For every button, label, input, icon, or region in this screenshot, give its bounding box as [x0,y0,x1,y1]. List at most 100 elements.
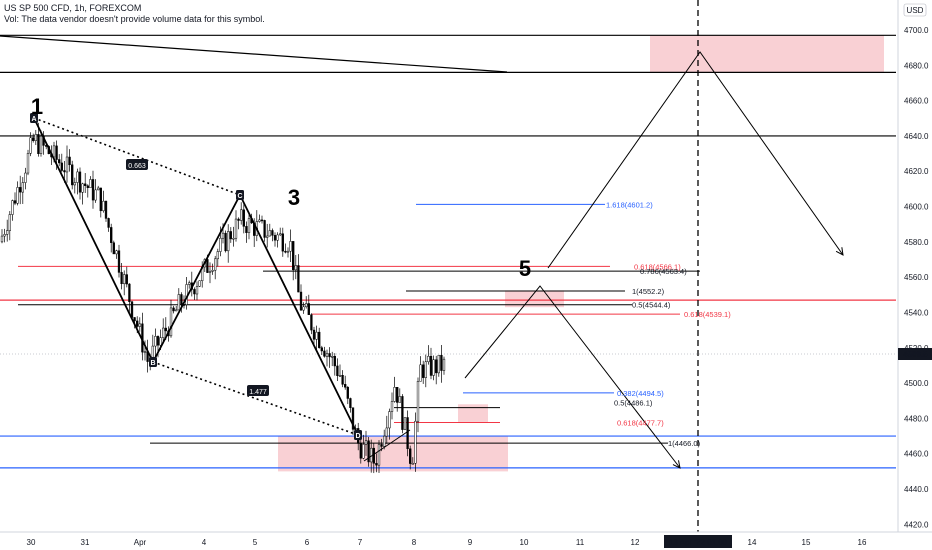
point-marker-C: C [237,193,242,200]
candle-body [289,241,292,252]
candle [21,177,24,204]
candle-body [260,219,264,222]
candle [406,410,409,457]
candle [76,168,79,195]
candle-body [206,259,209,273]
candle [323,346,326,358]
candle-body [91,179,95,201]
candle-body [279,233,282,236]
candle-body [180,294,183,305]
candle-body [13,200,17,204]
candle [154,328,157,357]
candle-body [195,286,199,295]
candle-body [281,233,284,252]
candle [112,240,115,255]
candles-layer [0,122,446,474]
candle-body [266,235,269,238]
candle [299,284,303,311]
candle [294,254,297,280]
projection-up [547,51,844,269]
x-tick-label: 12 [631,538,640,547]
x-tick-label: 5 [253,538,258,547]
candle [383,429,386,450]
candle [398,388,401,403]
x-tick-label: 14 [748,538,757,547]
candle [284,243,287,254]
candle [16,181,19,206]
projection-5 [464,285,681,469]
candle-body [68,156,71,166]
candle [39,130,43,157]
candle-body [97,187,100,191]
ratio-badge-bg [247,385,269,396]
candle [427,345,430,365]
currency-label: USD [907,6,924,15]
candle [115,249,118,259]
point-marker-bg-B [149,357,157,367]
candle-body [362,444,365,459]
candle [208,262,212,284]
candle [172,305,175,314]
candle-body [102,200,105,212]
candle [333,353,336,376]
candle-body [112,242,115,255]
y-tick-label: 4600.0 [904,203,929,212]
candle [110,223,113,253]
candle [364,430,368,456]
candle [419,356,422,382]
candle-body [219,237,222,252]
candle-body [216,251,219,260]
candle-body [130,301,134,318]
zone-0 [650,35,884,73]
candle [396,387,399,412]
candle [84,173,87,194]
volume-note: Vol: The data vendor doesn't provide vol… [4,14,265,24]
candle-body [29,137,32,154]
candle [388,408,391,440]
fib-label: 1.618(4601.2) [606,200,653,209]
candle [401,394,404,434]
y-tick-label: 4640.0 [904,132,929,141]
x-tick-label: 10 [520,538,529,547]
ratio-badge-bg [126,159,148,170]
candle [266,223,269,248]
candle-body [338,375,342,377]
x-tick-label: 8 [412,538,417,547]
y-tick-label: 4440.0 [904,485,929,494]
candle-body [164,327,167,332]
candle-body [136,320,139,327]
candle-body [346,386,349,399]
candle [123,270,126,296]
candle-body [286,250,290,253]
candle [237,217,240,230]
candle-body [380,444,383,447]
candle [60,153,63,173]
candle-body [411,463,414,465]
zone-2 [458,404,488,422]
candle [377,440,381,473]
candle [224,230,227,253]
candle-body [349,398,352,408]
candle-body [234,218,238,239]
candle [268,223,271,237]
candle [198,280,201,288]
candle [185,277,188,310]
candle [346,385,349,405]
candle-body [94,189,97,201]
candle [315,325,318,351]
candle [193,287,196,300]
candle-body [406,417,409,449]
y-tick-label: 4580.0 [904,238,929,247]
candle [409,445,412,470]
candle [214,255,217,280]
fib-label: 0.618(4566.1) [634,262,681,271]
candle-body [377,444,381,466]
candle-body [123,274,126,285]
candle-body [133,317,136,322]
candle-body [341,375,344,385]
candle [104,200,108,222]
candle [211,263,214,275]
candle-body [435,359,438,374]
